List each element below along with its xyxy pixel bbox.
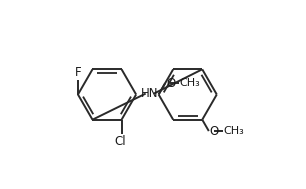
Text: Cl: Cl	[115, 135, 126, 148]
Text: HN: HN	[141, 87, 159, 100]
Text: O: O	[166, 77, 175, 90]
Text: F: F	[75, 67, 81, 80]
Text: CH₃: CH₃	[179, 78, 200, 88]
Text: CH₃: CH₃	[223, 126, 244, 136]
Text: O: O	[210, 125, 219, 138]
